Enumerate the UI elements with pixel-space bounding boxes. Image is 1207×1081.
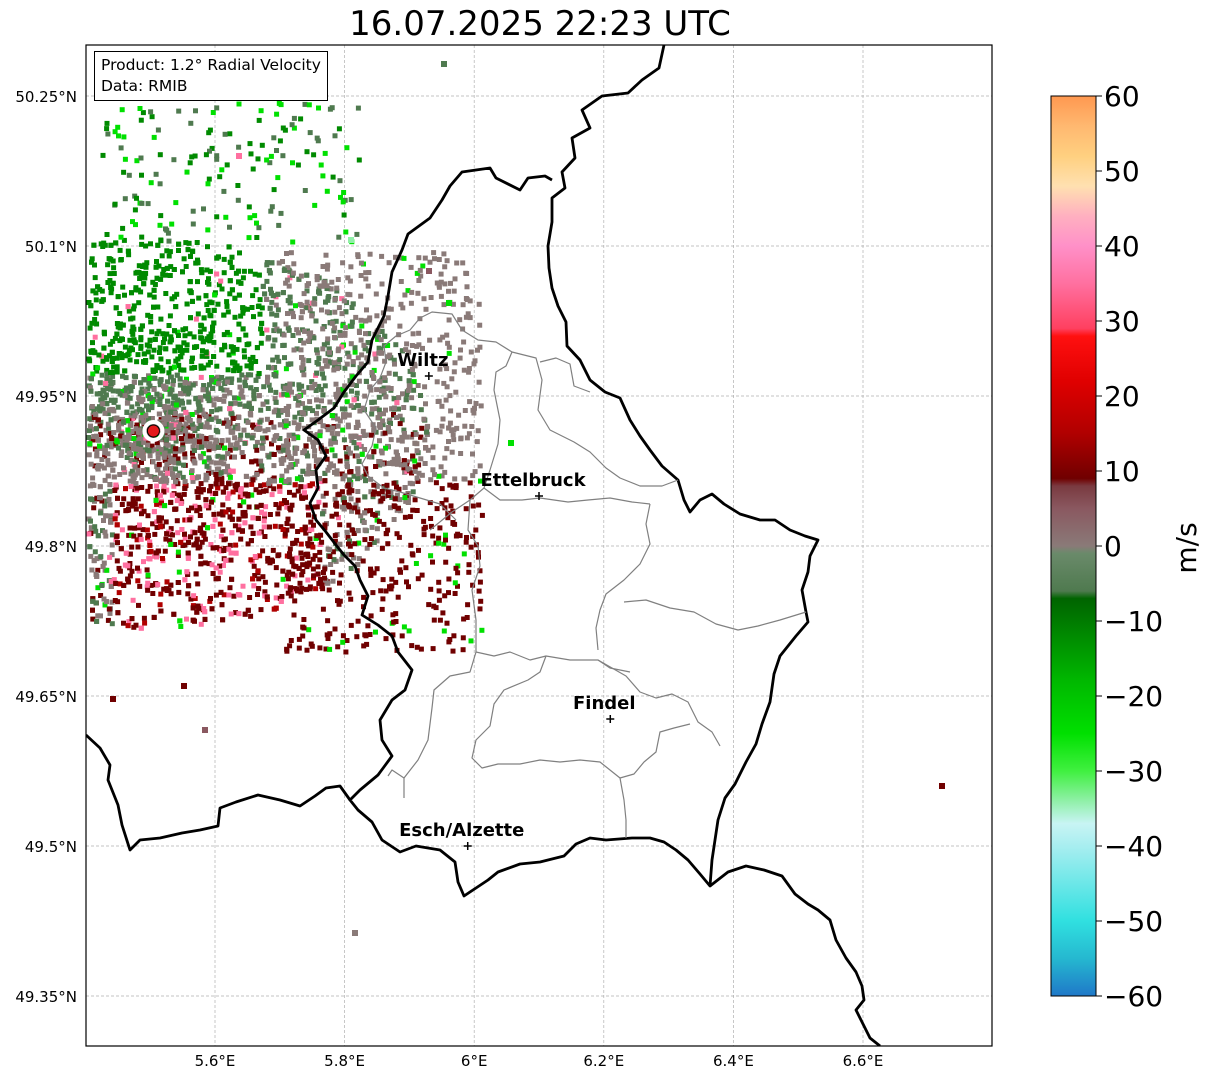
- map-area: Wiltz Ettelbruck Findel Esch/Alzette: [86, 45, 992, 1046]
- city-label: Findel: [573, 693, 636, 714]
- colorbar-tick-label: −20: [1104, 680, 1163, 713]
- radar-echoes: [86, 61, 945, 936]
- colorbar-tick-label: 30: [1104, 305, 1140, 338]
- colorbar-gradient: [1051, 96, 1096, 996]
- country-border-east: [709, 864, 881, 1046]
- city-label: Esch/Alzette: [399, 820, 524, 841]
- city-markers: Wiltz Ettelbruck Findel Esch/Alzette: [397, 350, 636, 850]
- lon-tick-label: 6.6°E: [843, 1052, 884, 1070]
- lat-tick-label: 50.1°N: [25, 238, 77, 256]
- city-marker: Esch/Alzette: [399, 820, 524, 850]
- map-frame: [85, 44, 993, 1047]
- colorbar-tick-label: 10: [1104, 455, 1140, 488]
- canton-borders: [361, 311, 807, 838]
- colorbar-tick-label: −30: [1104, 755, 1163, 788]
- product-info-box: Product: 1.2° Radial Velocity Data: RMIB: [94, 51, 328, 101]
- latitude-ticks: 50.25°N 50.1°N 49.95°N 49.8°N 49.65°N 49.5°N 4…: [15, 88, 77, 1006]
- colorbar-tick-label: 40: [1104, 230, 1140, 263]
- lon-tick-label: 6°E: [461, 1052, 488, 1070]
- country-border: [302, 45, 820, 898]
- colorbar-tick-label: −40: [1104, 830, 1163, 863]
- lat-tick-label: 49.5°N: [25, 838, 77, 856]
- lon-tick-label: 5.6°E: [195, 1052, 236, 1070]
- colorbar: 60 50 40 30 20 10 0 −10 −20 −30 −40 −50 −60 m/s: [1050, 80, 1203, 1013]
- city-marker: Wiltz: [397, 350, 448, 380]
- city-label: Wiltz: [397, 350, 448, 371]
- colorbar-ticks: 60 50 40 30 20 10 0 −10 −20 −30 −40 −50 −60: [1096, 80, 1163, 1013]
- colorbar-tick-label: −50: [1104, 905, 1163, 938]
- lat-tick-label: 49.35°N: [15, 988, 77, 1006]
- country-border-south: [86, 733, 352, 852]
- lat-tick-label: 49.65°N: [15, 688, 77, 706]
- colorbar-tick-label: −60: [1104, 980, 1163, 1013]
- colorbar-tick-label: 50: [1104, 155, 1140, 188]
- colorbar-tick-label: 60: [1104, 80, 1140, 113]
- product-label: Product: 1.2° Radial Velocity: [101, 56, 321, 74]
- lat-tick-label: 50.25°N: [15, 88, 77, 106]
- lon-tick-label: 6.2°E: [583, 1052, 624, 1070]
- colorbar-tick-label: 20: [1104, 380, 1140, 413]
- map-title: 16.07.2025 22:23 UTC: [349, 4, 731, 44]
- lon-tick-label: 5.8°E: [324, 1052, 365, 1070]
- colorbar-label: m/s: [1170, 522, 1203, 573]
- colorbar-tick-label: −10: [1104, 605, 1163, 638]
- lat-tick-label: 49.8°N: [25, 538, 77, 556]
- city-marker: Findel: [573, 693, 636, 723]
- data-source-label: Data: RMIB: [101, 77, 188, 95]
- city-label: Ettelbruck: [480, 470, 586, 491]
- lon-tick-label: 6.4°E: [713, 1052, 754, 1070]
- lat-tick-label: 49.95°N: [15, 388, 77, 406]
- radar-site-marker: [146, 424, 160, 438]
- city-marker: Ettelbruck: [480, 470, 587, 500]
- longitude-ticks: 5.6°E 5.8°E 6°E 6.2°E 6.4°E 6.6°E: [195, 1052, 884, 1070]
- colorbar-tick-label: 0: [1104, 530, 1122, 563]
